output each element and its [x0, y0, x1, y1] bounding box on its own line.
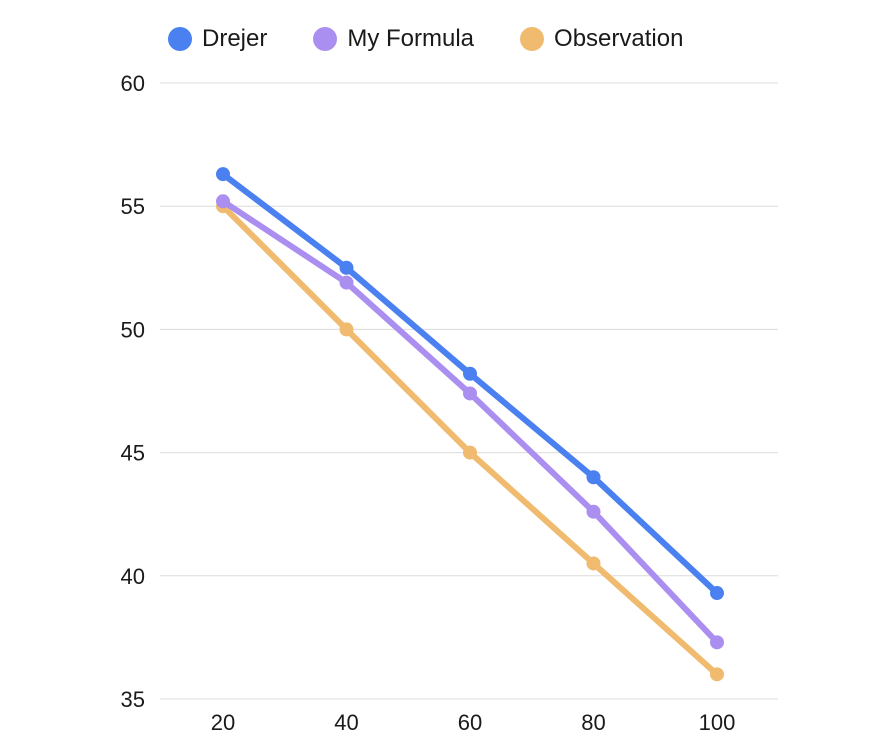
y-tick-label-40: 40: [121, 564, 145, 589]
x-tick-label-40: 40: [334, 710, 358, 735]
legend-swatch-observation: [520, 27, 545, 51]
data-point-my-formula-20: [216, 194, 230, 209]
y-tick-label-50: 50: [121, 317, 145, 342]
y-axis-ticks: 35 40 45 50 55 60: [121, 71, 145, 712]
y-tick-label-45: 45: [121, 441, 145, 466]
x-axis-ticks: 20 40 60 80 100: [211, 710, 736, 735]
series-line-observation: [220, 203, 720, 678]
data-point-my-formula-80: [586, 504, 601, 519]
series-layer: [216, 167, 724, 682]
legend-label-my-formula: My Formula: [347, 25, 475, 52]
data-point-observation-60: [463, 445, 477, 460]
legend-swatch-drejer: [168, 27, 192, 51]
data-point-observation-80: [586, 556, 601, 571]
y-tick-label-55: 55: [121, 194, 145, 219]
data-point-drejer-100: [710, 586, 724, 601]
y-tick-label-35: 35: [121, 687, 145, 712]
data-point-my-formula-60: [463, 386, 477, 401]
legend-label-observation: Observation: [554, 25, 684, 52]
y-tick-label-60: 60: [121, 71, 145, 96]
legend-swatch-my-formula: [313, 27, 338, 51]
data-point-drejer-20: [216, 167, 230, 182]
x-tick-label-20: 20: [211, 710, 235, 735]
data-point-my-formula-40: [339, 275, 354, 290]
data-point-drejer-40: [339, 260, 354, 275]
legend-item-observation: Observation: [520, 25, 683, 53]
data-point-my-formula-100: [710, 635, 724, 650]
data-point-drejer-60: [463, 366, 477, 381]
x-tick-label-100: 100: [699, 710, 736, 735]
data-point-observation-100: [710, 667, 724, 682]
legend-label-drejer: Drejer: [202, 25, 268, 52]
legend: Drejer My Formula Observation: [168, 22, 729, 56]
legend-item-drejer: Drejer: [168, 25, 267, 53]
x-tick-label-60: 60: [458, 710, 482, 735]
data-point-observation-40: [339, 322, 354, 337]
series-line-drejer: [220, 171, 720, 596]
data-point-drejer-80: [586, 470, 601, 485]
x-tick-label-80: 80: [581, 710, 605, 735]
legend-item-my-formula: My Formula: [313, 25, 474, 53]
